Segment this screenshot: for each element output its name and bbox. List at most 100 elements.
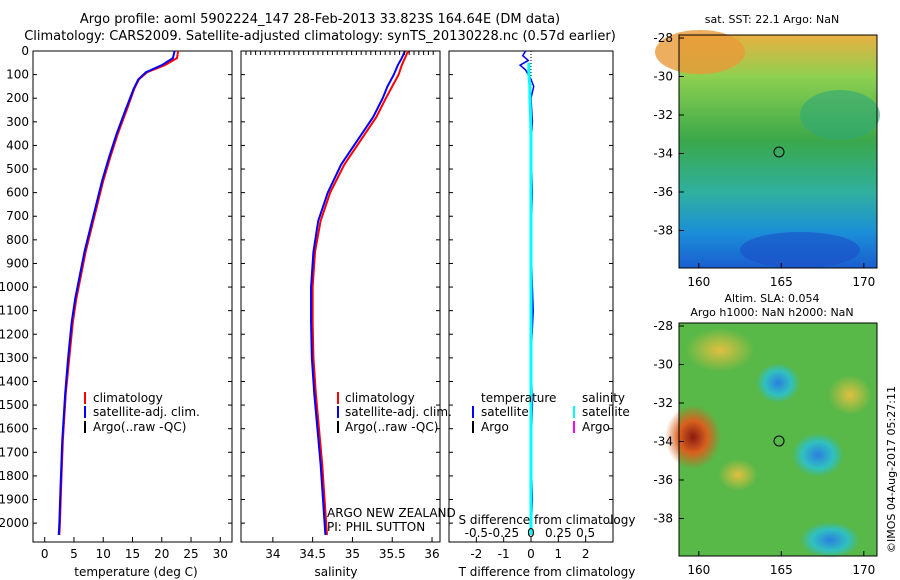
sla-cool-eddy — [800, 522, 860, 558]
x-tick-label: 0 — [527, 547, 535, 561]
map-y-tick-label: -28 — [653, 319, 673, 333]
legend-climatology-label: climatology — [345, 391, 415, 405]
salinity-legend: climatology satellite-adj. clim. Argo(..… — [327, 391, 456, 534]
sst-cool-patch — [800, 90, 880, 140]
series-s-satellite — [527, 62, 533, 535]
imos-credit: ©IMOS 04-Aug-2017 05:27:11 — [885, 386, 898, 553]
y-tick-label: 700 — [6, 209, 29, 223]
map-y-tick-label: -30 — [653, 357, 673, 371]
sst-map-frame — [678, 34, 878, 269]
sla-warm-patch — [828, 375, 872, 415]
map-x-tick-label: 165 — [770, 275, 793, 289]
map-x-tick-label: 170 — [852, 563, 875, 577]
x-tick-label: -1 — [498, 547, 510, 561]
legend-t-satellite-label: satellite — [481, 405, 529, 419]
sst-warm-patch — [655, 30, 745, 74]
salinity-frame — [240, 50, 441, 543]
sla-cool-eddy — [756, 363, 800, 403]
temperature-legend: climatology satellite-adj. clim. Argo(..… — [84, 391, 200, 434]
temperature-frame — [32, 50, 233, 543]
x-tick-label: 15 — [125, 547, 140, 561]
pi-label: PI: PHIL SUTTON — [327, 520, 425, 534]
legend-salinity-title: salinity — [582, 391, 625, 405]
map-x-tick-label: 160 — [687, 563, 710, 577]
legend-satellite-label: satellite-adj. clim. — [345, 405, 452, 419]
sla-map-title-2: Argo h1000: NaN h2000: NaN — [690, 306, 853, 319]
map-y-tick-label: -38 — [653, 223, 673, 237]
y-tick-label: 1900 — [0, 493, 29, 507]
x-tick-label: 35 — [345, 547, 360, 561]
map-x-tick-label: 170 — [852, 275, 875, 289]
s-difference-axis-label: S difference from climatology — [459, 513, 636, 527]
x-tick-label: 1 — [555, 547, 563, 561]
map-y-tick-label: -36 — [653, 185, 673, 199]
y-tick-label: 200 — [6, 91, 29, 105]
y-tick-label: 2000 — [0, 516, 29, 530]
y-tick-label: 1500 — [0, 398, 29, 412]
map-y-tick-label: -32 — [653, 108, 673, 122]
series-satellite-adj-clim- — [57, 50, 176, 535]
x-tick-label: -2 — [470, 547, 482, 561]
sla-warm-eddy — [665, 405, 721, 469]
map-y-tick-label: -30 — [653, 69, 673, 83]
legend-argo-label: Argo(..raw -QC) — [93, 420, 186, 434]
sla-map: Altim. SLA: 0.054 Argo h1000: NaN h2000:… — [665, 292, 878, 558]
x-tick-label: 10 — [96, 547, 111, 561]
map-y-tick-label: -34 — [653, 146, 673, 160]
sla-warm-patch — [685, 328, 755, 372]
sla-cool-eddy — [792, 433, 844, 477]
x-tick-label: 0 — [41, 547, 49, 561]
sla-map-frame — [678, 322, 878, 557]
map-y-tick-label: -38 — [653, 511, 673, 525]
series-satellite-adj-clim- — [310, 50, 406, 535]
y-tick-label: 600 — [6, 186, 29, 200]
y-tick-label: 400 — [6, 138, 29, 152]
y-tick-label: 500 — [6, 162, 29, 176]
x-tick-label: 5 — [70, 547, 78, 561]
legend-argo-label: Argo(..raw -QC) — [345, 420, 438, 434]
sst-map: sat. SST: 22.1 Argo: NaN — [655, 13, 880, 269]
y-tick-label: 100 — [6, 68, 29, 82]
y-tick-label: 800 — [6, 233, 29, 247]
sla-map-title-1: Altim. SLA: 0.054 — [724, 292, 819, 305]
map-y-tick-label: -36 — [653, 473, 673, 487]
y-tick-label: 1800 — [0, 469, 29, 483]
s-tick-label: 0.5 — [576, 526, 595, 540]
map-x-tick-label: 160 — [687, 275, 710, 289]
legend-temperature-title: temperature — [481, 391, 556, 405]
y-tick-label: 1000 — [0, 280, 29, 294]
sst-field — [679, 35, 877, 268]
x-tick-label: 25 — [183, 547, 198, 561]
y-tick-label: 300 — [6, 115, 29, 129]
x-tick-label: 30 — [213, 547, 228, 561]
y-tick-label: 0 — [21, 44, 29, 58]
legend-t-argo-label: Argo — [481, 420, 509, 434]
y-tick-label: 900 — [6, 256, 29, 270]
y-tick-label: 1600 — [0, 422, 29, 436]
x-tick-label: 34.5 — [299, 547, 326, 561]
s-tick-label: 0 — [527, 526, 535, 540]
x-tick-label: 2 — [582, 547, 590, 561]
title-line-2: Climatology: CARS2009. Satellite-adjuste… — [24, 29, 616, 44]
salinity-axis-label: salinity — [314, 565, 357, 579]
y-tick-label: 1100 — [0, 304, 29, 318]
argo-position-marker — [773, 435, 785, 447]
map-y-tick-label: -28 — [653, 31, 673, 45]
sst-map-title: sat. SST: 22.1 Argo: NaN — [705, 13, 839, 26]
s-tick-label: -0.5 — [465, 526, 488, 540]
s-tick-label: 0.25 — [545, 526, 572, 540]
y-tick-label: 1400 — [0, 374, 29, 388]
y-tick-label: 1700 — [0, 445, 29, 459]
temperature-axis-label: temperature (deg C) — [74, 565, 197, 579]
y-tick-label: 1300 — [0, 351, 29, 365]
x-tick-label: 35.5 — [379, 547, 406, 561]
difference-legend: temperature salinity satellite Argo sate… — [459, 391, 636, 527]
series-climatology — [311, 50, 410, 535]
x-tick-label: 20 — [154, 547, 169, 561]
s-tick-label: -0.25 — [488, 526, 519, 540]
map-x-tick-label: 165 — [770, 563, 793, 577]
t-difference-axis-label: T difference from climatology — [458, 565, 636, 579]
x-tick-label: 34 — [265, 547, 280, 561]
legend-s-argo-label: Argo — [582, 420, 610, 434]
legend-satellite-label: satellite-adj. clim. — [93, 405, 200, 419]
